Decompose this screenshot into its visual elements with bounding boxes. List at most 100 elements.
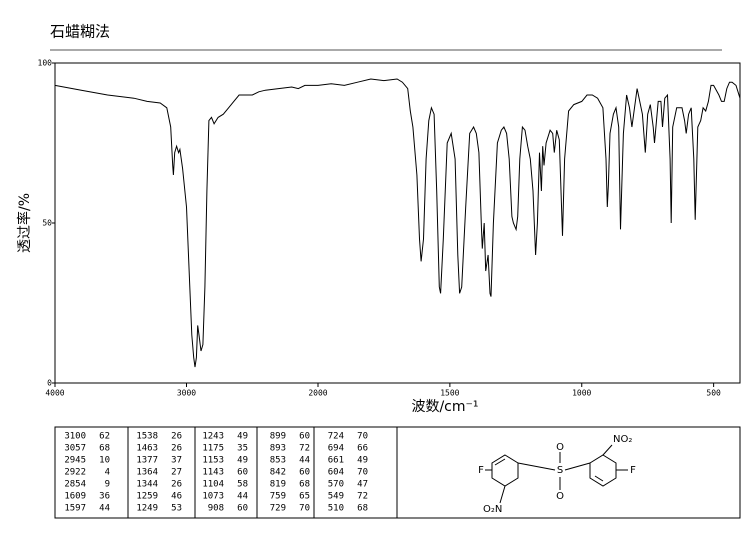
peak-wavenumber: 1153 <box>202 456 224 466</box>
structure <box>485 444 628 504</box>
ring <box>589 454 617 487</box>
peak-wavenumber: 1344 <box>136 480 158 490</box>
atom-label: S <box>557 465 563 476</box>
peak-transmittance: 70 <box>357 432 368 442</box>
peak-wavenumber: 1597 <box>64 504 86 514</box>
bond <box>594 475 604 482</box>
peak-wavenumber: 3100 <box>64 432 86 442</box>
peak-transmittance: 27 <box>171 468 182 478</box>
peak-wavenumber: 724 <box>328 432 344 442</box>
ring <box>491 454 519 487</box>
peak-transmittance: 68 <box>357 504 368 514</box>
peak-transmittance: 36 <box>99 492 110 502</box>
peak-wavenumber: 549 <box>328 492 344 502</box>
peak-transmittance: 70 <box>299 504 310 514</box>
atom-label: O <box>556 491 564 502</box>
peak-transmittance: 9 <box>105 480 110 490</box>
y-tick-label: 0 <box>47 379 52 388</box>
peak-transmittance: 66 <box>357 444 368 454</box>
bond <box>602 444 613 456</box>
peak-wavenumber: 729 <box>270 504 286 514</box>
peak-transmittance: 26 <box>171 432 182 442</box>
peak-wavenumber: 694 <box>328 444 344 454</box>
peak-wavenumber: 1377 <box>136 456 158 466</box>
x-tick-label: 500 <box>706 389 721 398</box>
peak-wavenumber: 2854 <box>64 480 86 490</box>
peak-wavenumber: 842 <box>270 468 286 478</box>
table-separators <box>127 427 398 518</box>
y-tick-label: 50 <box>42 219 52 228</box>
peak-transmittance: 68 <box>299 480 310 490</box>
peak-transmittance: 53 <box>171 504 182 514</box>
peak-transmittance: 60 <box>299 432 310 442</box>
peak-transmittance: 65 <box>299 492 310 502</box>
peak-wavenumber: 1104 <box>202 480 224 490</box>
bond <box>564 462 591 471</box>
peak-wavenumber: 819 <box>270 480 286 490</box>
atom-label: F <box>630 465 636 476</box>
peak-transmittance: 44 <box>99 504 110 514</box>
atom-label: O₂N <box>483 504 502 515</box>
peak-wavenumber: 1463 <box>136 444 158 454</box>
peak-wavenumber: 1243 <box>202 432 224 442</box>
peak-wavenumber: 1609 <box>64 492 86 502</box>
peak-transmittance: 47 <box>357 480 368 490</box>
peak-transmittance: 49 <box>357 456 368 466</box>
peak-transmittance: 44 <box>237 492 248 502</box>
peak-wavenumber: 3057 <box>64 444 86 454</box>
peak-transmittance: 70 <box>357 468 368 478</box>
peak-transmittance: 72 <box>299 444 310 454</box>
x-axis-label: 波数/cm⁻¹ <box>411 399 478 415</box>
atom-label: NO₂ <box>613 434 632 445</box>
peak-wavenumber: 899 <box>270 432 286 442</box>
peak-transmittance: 68 <box>99 444 110 454</box>
bond <box>494 458 506 466</box>
title: 石蜡糊法 <box>50 23 110 41</box>
peak-wavenumber: 1175 <box>202 444 224 454</box>
peak-transmittance: 49 <box>237 432 248 442</box>
peak-wavenumber: 908 <box>208 504 224 514</box>
peak-wavenumber: 661 <box>328 456 344 466</box>
peak-transmittance: 26 <box>171 444 182 454</box>
peak-wavenumber: 893 <box>270 444 286 454</box>
peak-transmittance: 44 <box>299 456 310 466</box>
peak-wavenumber: 2922 <box>64 468 86 478</box>
y-tick-label: 100 <box>38 59 53 68</box>
x-tick-label: 3000 <box>177 389 196 398</box>
peak-wavenumber: 853 <box>270 456 286 466</box>
atom-label: F <box>478 465 484 476</box>
peak-transmittance: 62 <box>99 432 110 442</box>
x-tick-label: 2000 <box>308 389 327 398</box>
x-tick-label: 1000 <box>572 389 591 398</box>
peak-transmittance: 49 <box>237 456 248 466</box>
peak-wavenumber: 570 <box>328 480 344 490</box>
peak-wavenumber: 1364 <box>136 468 158 478</box>
peak-transmittance: 60 <box>237 468 248 478</box>
peak-wavenumber: 1249 <box>136 504 158 514</box>
plot-frame <box>54 62 741 384</box>
peak-wavenumber: 759 <box>270 492 286 502</box>
x-tick-label: 4000 <box>45 389 64 398</box>
x-tick-label: 1500 <box>440 389 459 398</box>
peak-transmittance: 35 <box>237 444 248 454</box>
peak-transmittance: 10 <box>99 456 110 466</box>
peak-wavenumber: 510 <box>328 504 344 514</box>
bond <box>517 462 556 471</box>
peak-transmittance: 58 <box>237 480 248 490</box>
peak-transmittance: 46 <box>171 492 182 502</box>
peak-transmittance: 60 <box>237 504 248 514</box>
bond <box>499 485 506 504</box>
peak-transmittance: 37 <box>171 456 182 466</box>
spectrum-line <box>54 78 741 368</box>
peak-transmittance: 60 <box>299 468 310 478</box>
peak-wavenumber: 1259 <box>136 492 158 502</box>
atom-label: O <box>556 442 564 453</box>
peak-transmittance: 26 <box>171 480 182 490</box>
peak-wavenumber: 1073 <box>202 492 224 502</box>
peak-wavenumber: 604 <box>328 468 344 478</box>
peak-transmittance: 4 <box>105 468 110 478</box>
peak-wavenumber: 2945 <box>64 456 86 466</box>
peak-wavenumber: 1143 <box>202 468 224 478</box>
y-axis-label: 透过率/% <box>16 193 33 253</box>
